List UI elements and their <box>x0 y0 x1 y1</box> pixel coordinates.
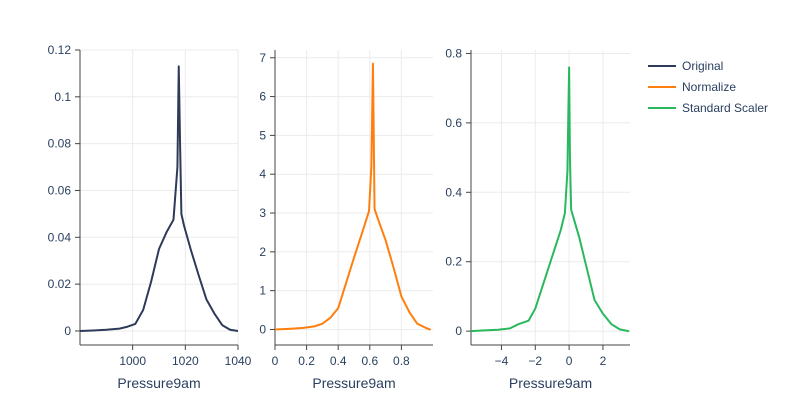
x-axis-title: Pressure9am <box>509 375 592 391</box>
x-tick-label: −4 <box>495 354 509 368</box>
y-tick-label: 0.04 <box>48 230 72 244</box>
y-tick-label: 0.1 <box>54 90 71 104</box>
series-line-original <box>80 65 238 332</box>
y-tick-label: 3 <box>259 206 266 220</box>
y-tick-label: 0.4 <box>445 185 462 199</box>
y-tick-label: 5 <box>259 128 266 142</box>
series-line-normalize <box>275 62 431 331</box>
y-tick-label: 0 <box>259 322 266 336</box>
legend-item[interactable]: Standard Scaler <box>648 101 768 115</box>
x-tick-label: 1000 <box>119 354 146 368</box>
y-tick-label: 4 <box>259 167 266 181</box>
y-tick-label: 7 <box>259 51 266 65</box>
legend-label: Normalize <box>682 80 736 94</box>
legend-item[interactable]: Normalize <box>648 80 736 94</box>
y-tick-label: 6 <box>259 90 266 104</box>
x-tick-label: 0.8 <box>393 354 410 368</box>
legend-item[interactable]: Original <box>648 59 723 73</box>
y-tick-label: 2 <box>259 245 266 259</box>
x-tick-label: 0 <box>566 354 573 368</box>
x-axis-title: Pressure9am <box>117 375 200 391</box>
x-tick-label: 2 <box>600 354 607 368</box>
y-tick-label: 1 <box>259 284 266 298</box>
y-tick-label: 0.06 <box>48 183 72 197</box>
y-tick-label: 0.6 <box>445 116 462 130</box>
x-tick-label: 1020 <box>172 354 199 368</box>
legend-label: Standard Scaler <box>682 101 768 115</box>
y-tick-label: 0.8 <box>445 46 462 60</box>
x-axis-title: Pressure9am <box>312 375 395 391</box>
x-tick-label: −2 <box>528 354 542 368</box>
y-tick-label: 0.02 <box>48 277 72 291</box>
x-tick-label: 0 <box>272 354 279 368</box>
subplot-3: 0 0.2 0.4 0.6 0.8 −4 −2 0 2 Pressure9am <box>445 46 630 391</box>
subplot-1: 0 0.02 0.04 0.06 0.08 0.1 0.12 1000 1020 1040 Pres… <box>48 43 252 391</box>
y-tick-label: 0 <box>64 324 71 338</box>
x-tick-label: 0.2 <box>298 354 315 368</box>
y-tick-label: 0.12 <box>48 43 72 57</box>
y-tick-label: 0.2 <box>445 255 462 269</box>
legend-label: Original <box>682 59 723 73</box>
y-tick-label: 0.08 <box>48 137 72 151</box>
x-tick-label: 0.4 <box>330 354 347 368</box>
x-tick-label: 1040 <box>225 354 252 368</box>
subplot-2: 0 1 2 3 4 5 6 7 0 0.2 0.4 0.6 0.8 Pressure9am <box>259 50 433 391</box>
y-tick-label: 0 <box>455 324 462 338</box>
x-tick-label: 0.6 <box>361 354 378 368</box>
series-line-standard-scaler <box>471 66 630 333</box>
legend: Original Normalize Standard Scaler <box>648 59 768 115</box>
